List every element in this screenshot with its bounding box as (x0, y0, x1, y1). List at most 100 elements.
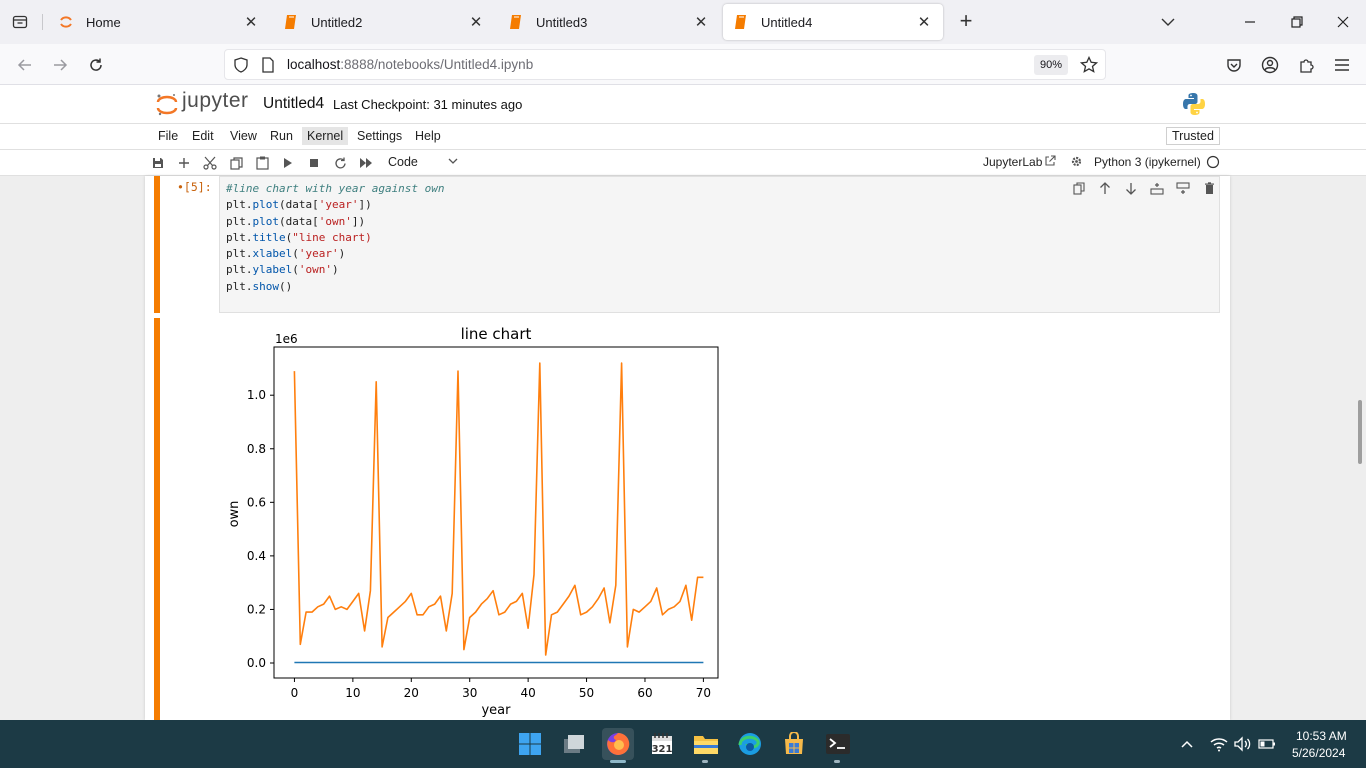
code-line[interactable]: plt.plot(data['year']) (226, 197, 445, 213)
code-line[interactable]: plt.plot(data['own']) (226, 214, 445, 230)
reload-icon[interactable] (83, 52, 109, 78)
zoom-level-badge[interactable]: 90% (1034, 55, 1069, 75)
kernel-name[interactable]: Python 3 (ipykernel) (1094, 155, 1201, 169)
close-window-icon[interactable] (1329, 8, 1357, 36)
battery-icon[interactable] (1258, 735, 1276, 753)
code-token: show (252, 279, 280, 293)
task-view-icon[interactable] (558, 728, 590, 760)
save-icon[interactable] (149, 154, 167, 172)
menu-file[interactable]: File (158, 129, 179, 143)
delete-cell-icon[interactable] (1201, 180, 1217, 196)
chevron-up-icon[interactable] (1178, 735, 1196, 753)
paste-icon[interactable] (253, 154, 271, 172)
code-line[interactable]: plt.ylabel('own') (226, 262, 445, 278)
cell-selection-bar[interactable] (154, 176, 160, 313)
code-token: plot (252, 214, 280, 228)
notebook-icon (508, 14, 524, 30)
fast-forward-icon[interactable] (357, 154, 375, 172)
y-tick-label: 0.0 (247, 656, 266, 670)
code-token: 'own' (298, 263, 332, 277)
last-checkpoint: Last Checkpoint: 31 minutes ago (333, 97, 523, 112)
close-tab-icon[interactable]: ✕ (694, 14, 708, 31)
code-line[interactable]: plt.title("line chart) (226, 230, 445, 246)
running-app-indicator (834, 760, 840, 763)
microsoft-store-icon[interactable] (778, 728, 810, 760)
close-tab-icon[interactable]: ✕ (917, 14, 931, 31)
list-all-tabs-icon[interactable] (1154, 8, 1182, 36)
pocket-icon[interactable] (1221, 52, 1247, 78)
url-text[interactable]: localhost:8888/notebooks/Untitled4.ipynb (287, 57, 533, 72)
restart-icon[interactable] (331, 154, 349, 172)
page-icon[interactable] (261, 57, 275, 76)
extensions-icon[interactable] (1293, 52, 1319, 78)
forward-arrow-icon[interactable] (47, 52, 73, 78)
wifi-icon[interactable] (1210, 735, 1228, 753)
new-tab-icon[interactable]: + (959, 8, 973, 33)
y-axis-label: own (227, 501, 242, 528)
terminal-icon[interactable] (822, 728, 854, 760)
menu-view[interactable]: View (230, 129, 257, 143)
file-explorer-icon[interactable] (690, 728, 722, 760)
menu-edit[interactable]: Edit (192, 129, 214, 143)
stop-icon[interactable] (305, 154, 323, 172)
shield-icon[interactable] (233, 57, 249, 76)
external-link-icon[interactable] (1044, 155, 1056, 170)
address-bar[interactable]: localhost:8888/notebooks/Untitled4.ipynb… (224, 49, 1106, 80)
clock-time[interactable]: 10:53 AM (1296, 729, 1347, 743)
jupyterlab-link[interactable]: JupyterLab (983, 155, 1042, 169)
back-arrow-icon[interactable] (12, 52, 38, 78)
run-icon[interactable] (279, 154, 297, 172)
browser-tab-untitled3[interactable]: Untitled3 ✕ (498, 4, 720, 40)
notebook-title[interactable]: Untitled4 (263, 95, 325, 112)
windows-start-icon[interactable] (514, 728, 546, 760)
copy-icon[interactable] (227, 154, 245, 172)
code-editor[interactable]: #line chart with year against own plt.plo… (219, 176, 1220, 313)
vertical-scrollbar[interactable] (1358, 400, 1362, 464)
browser-tab-untitled2[interactable]: Untitled2 ✕ (273, 4, 495, 40)
y-offset-label: 1e6 (275, 332, 298, 346)
cell-type-select[interactable]: Code (388, 155, 418, 169)
menu-run[interactable]: Run (270, 129, 293, 143)
move-down-icon[interactable] (1123, 180, 1139, 196)
series-line-1 (293, 362, 704, 656)
menu-settings[interactable]: Settings (357, 129, 403, 143)
code-line[interactable]: plt.show() (226, 279, 445, 295)
firefox-view-icon[interactable] (8, 10, 32, 34)
jupyter-logo-text[interactable]: jupyter (182, 89, 249, 112)
trusted-indicator[interactable]: Trusted (1166, 127, 1220, 145)
close-tab-icon[interactable]: ✕ (244, 14, 258, 31)
code-token: plt (226, 247, 246, 261)
clock-date[interactable]: 5/26/2024 (1292, 746, 1346, 760)
gear-icon[interactable] (1070, 155, 1083, 171)
hamburger-menu-icon[interactable] (1329, 52, 1355, 78)
cut-icon[interactable] (201, 154, 219, 172)
firefox-icon[interactable] (602, 728, 634, 760)
code-line[interactable]: plt.xlabel('year') (226, 246, 445, 262)
browser-tab-untitled4[interactable]: Untitled4 ✕ (723, 4, 943, 40)
edge-browser-icon[interactable] (734, 728, 766, 760)
add-cell-icon[interactable] (175, 154, 193, 172)
restore-icon[interactable] (1283, 8, 1311, 36)
close-tab-icon[interactable]: ✕ (469, 14, 483, 31)
insert-below-icon[interactable] (1175, 180, 1191, 196)
windows-taskbar: 321 10:53 AM 5/26/2024 (0, 720, 1366, 768)
code-line[interactable]: #line chart with year against own (226, 181, 445, 197)
insert-above-icon[interactable] (1149, 180, 1165, 196)
chevron-down-icon[interactable] (446, 154, 460, 171)
account-icon[interactable] (1257, 52, 1283, 78)
running-app-indicator (702, 760, 708, 763)
speaker-icon[interactable] (1234, 735, 1252, 753)
browser-tab-home[interactable]: Home ✕ (48, 4, 270, 40)
jupyter-logo-icon[interactable] (156, 93, 178, 120)
tab-label: Untitled2 (311, 14, 363, 30)
minimize-icon[interactable] (1236, 8, 1264, 36)
menu-help[interactable]: Help (415, 129, 441, 143)
output-collapse-bar[interactable] (154, 318, 160, 720)
bookmark-star-icon[interactable] (1079, 55, 1099, 77)
duplicate-cell-icon[interactable] (1071, 180, 1087, 196)
menu-kernel[interactable]: Kernel (302, 127, 349, 145)
code-text[interactable]: #line chart with year against own plt.plo… (226, 181, 445, 295)
move-up-icon[interactable] (1097, 180, 1113, 196)
calendar-321-icon[interactable]: 321 (646, 728, 678, 760)
code-token: ( (292, 247, 299, 261)
